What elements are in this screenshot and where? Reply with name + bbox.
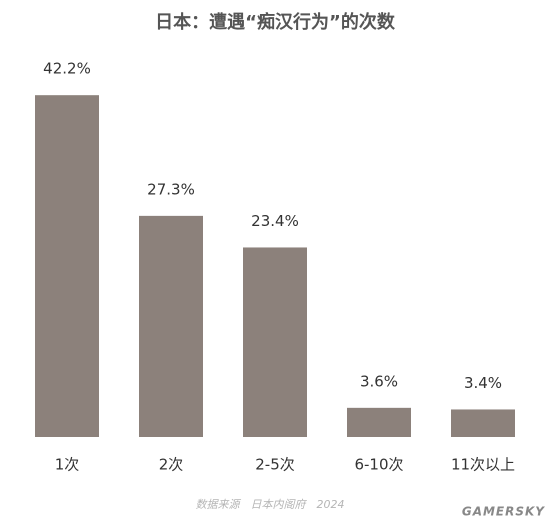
x-tick-label: 1次 (55, 456, 80, 474)
value-label: 42.2% (43, 60, 91, 78)
value-label: 3.6% (360, 372, 398, 390)
x-tick-label: 11次以上 (451, 456, 515, 474)
bar (243, 247, 307, 437)
bar (347, 407, 411, 437)
value-label: 27.3% (147, 180, 195, 198)
x-tick-label: 2-5次 (255, 456, 295, 474)
chart-title: 日本：遭遇“痴汉行为”的次数 (155, 11, 396, 33)
value-label: 23.4% (251, 212, 299, 230)
x-tick-label: 6-10次 (354, 456, 403, 474)
watermark: GAMERSKY (462, 505, 545, 519)
bar (139, 215, 203, 437)
source-note: 数据来源 日本内阁府 2024 (196, 498, 345, 511)
value-label: 3.4% (464, 374, 502, 392)
bar (35, 95, 99, 438)
x-tick-label: 2次 (159, 456, 184, 474)
bar (451, 409, 515, 437)
